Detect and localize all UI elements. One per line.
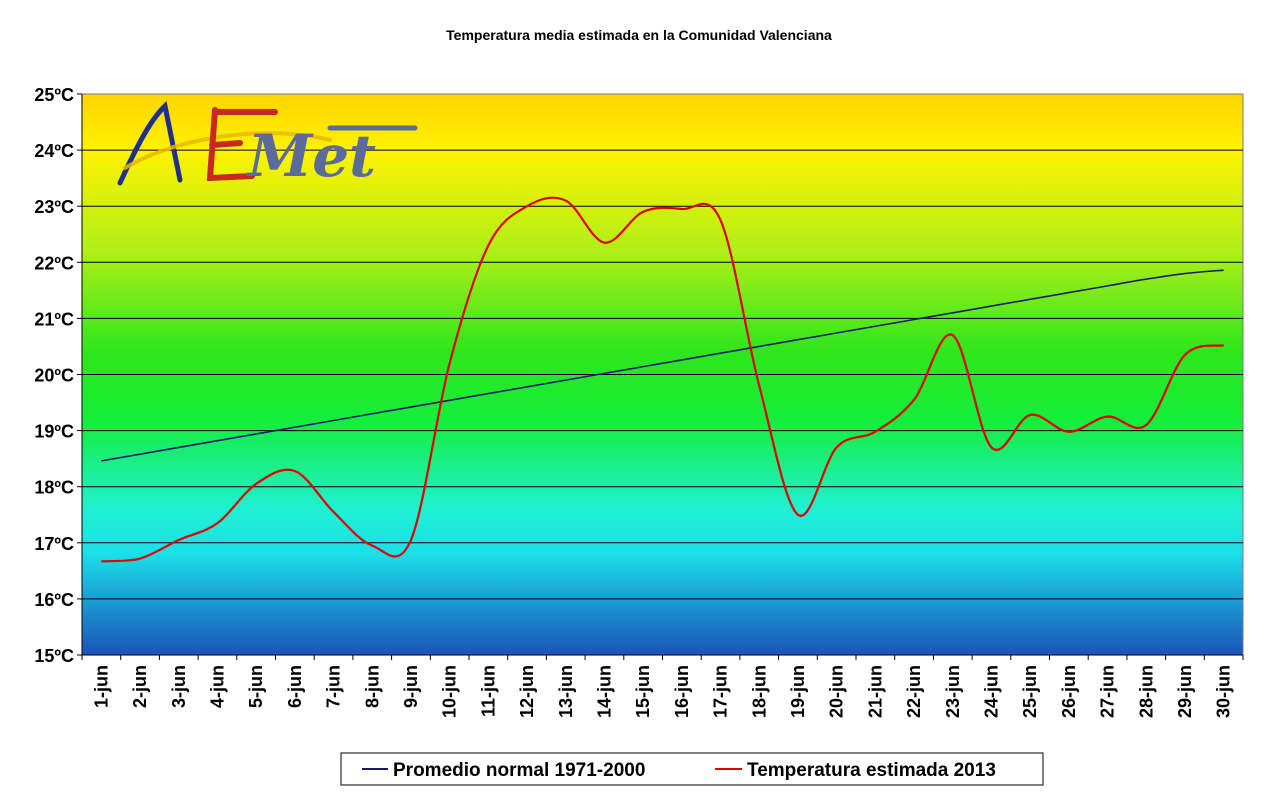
x-tick-label: 6-jun — [285, 665, 305, 708]
x-tick-label: 22-jun — [904, 665, 924, 718]
legend-label-temperatura: Temperatura estimada 2013 — [747, 760, 996, 781]
y-tick-label: 23ºC — [34, 197, 74, 217]
x-tick-label: 7-jun — [324, 665, 344, 708]
x-tick-label: 12-jun — [517, 665, 537, 718]
legend: Promedio normal 1971-2000 Temperatura es… — [340, 752, 1044, 786]
x-tick-label: 15-jun — [633, 665, 653, 718]
y-tick-label: 19ºC — [34, 422, 74, 442]
x-tick-label: 28-jun — [1136, 665, 1156, 718]
x-tick-label: 25-jun — [1020, 665, 1040, 718]
y-tick-label: 25ºC — [34, 85, 74, 105]
x-axis: 1-jun 2-jun 3-jun 4-jun 5-jun 6-jun 7-jun 8-jun… — [81, 654, 1244, 718]
logo-swoosh — [123, 131, 332, 170]
logo-stroke-a — [117, 101, 183, 186]
y-tick-label: 24ºC — [34, 141, 74, 161]
x-tick-label: 24-jun — [981, 665, 1001, 718]
x-tick-label: 11-jun — [478, 665, 498, 717]
series-line-temperatura — [101, 196, 1224, 563]
aemet-logo: Met — [117, 101, 418, 190]
x-tick-label: 1-jun — [91, 665, 111, 708]
series-lines — [101, 196, 1224, 563]
logo-stroke-e — [206, 107, 278, 182]
x-tick-label: 5-jun — [246, 665, 266, 708]
x-tick-label: 10-jun — [440, 665, 460, 718]
x-tick-label: 2-jun — [130, 665, 150, 708]
x-tick-label: 13-jun — [556, 665, 576, 718]
x-tick-label: 9-jun — [401, 665, 421, 708]
x-tick-label: 16-jun — [672, 665, 692, 718]
series-line-promedio — [101, 269, 1224, 462]
x-tick-label: 19-jun — [788, 665, 808, 718]
x-tick-label: 21-jun — [865, 665, 885, 718]
y-tick-label: 22ºC — [34, 253, 74, 273]
y-tick-label: 21ºC — [34, 309, 74, 329]
x-tick-label: 18-jun — [749, 665, 769, 718]
x-tick-label: 27-jun — [1098, 665, 1118, 718]
legend-box — [340, 752, 1044, 786]
logo-text-met: Met — [246, 122, 376, 190]
legend-label-promedio: Promedio normal 1971-2000 — [393, 760, 645, 781]
x-tick-label: 30-jun — [1214, 665, 1234, 718]
y-tick-label: 18ºC — [34, 478, 74, 498]
x-tick-label: 23-jun — [943, 665, 963, 718]
x-tick-label: 4-jun — [207, 665, 227, 708]
y-tick-label: 17ºC — [34, 534, 74, 554]
x-tick-label: 17-jun — [711, 665, 731, 718]
y-tick-label: 20ºC — [34, 366, 74, 386]
x-tick-label: 20-jun — [827, 665, 847, 718]
x-tick-label: 29-jun — [1175, 665, 1195, 718]
x-tick-label: 26-jun — [1059, 665, 1079, 718]
chart-title: Temperatura media estimada en la Comunid… — [446, 27, 832, 43]
x-tick-label: 3-jun — [169, 665, 189, 708]
gridlines — [82, 149, 1243, 600]
x-tick-label: 14-jun — [594, 665, 614, 718]
y-tick-label: 16ºC — [34, 590, 74, 610]
x-tick-label: 8-jun — [362, 665, 382, 708]
y-tick-label: 15ºC — [34, 646, 74, 666]
y-axis: 15ºC 16ºC 17ºC 18ºC 19ºC 20ºC 21ºC 22ºC 23ºC 24ºC… — [34, 85, 83, 666]
